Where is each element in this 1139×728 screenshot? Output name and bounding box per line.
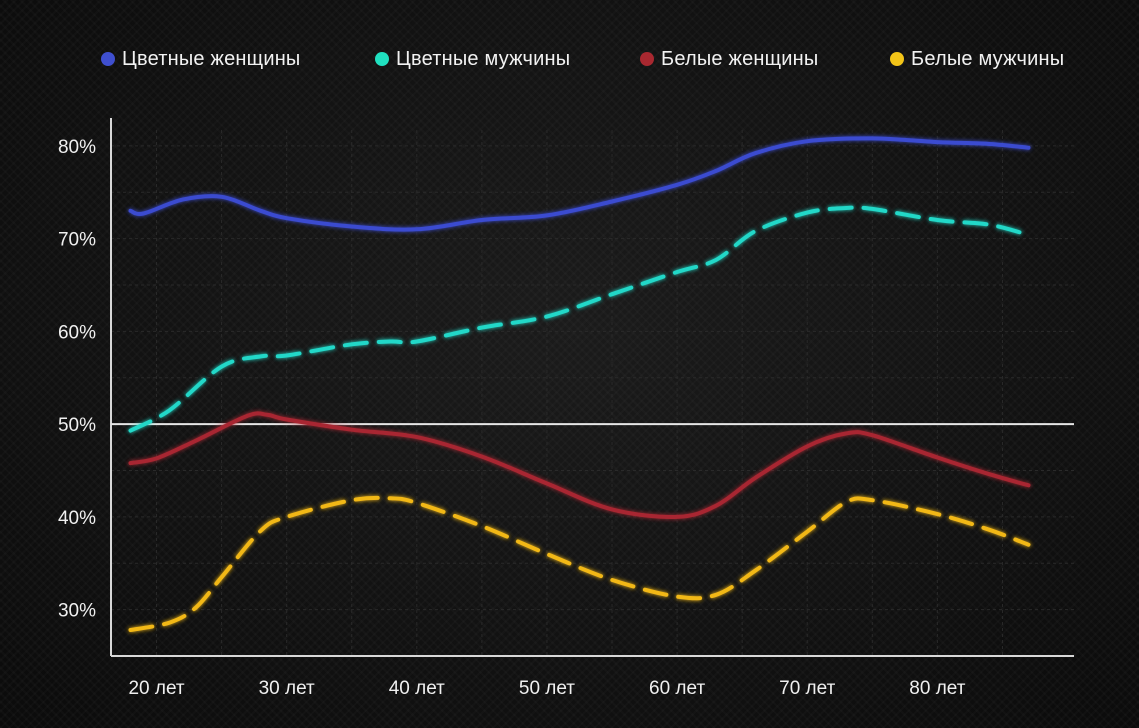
- y-tick-label: 40%: [58, 508, 96, 529]
- legend-label-colored-women: Цветные женщины: [122, 47, 301, 70]
- series-group: [128, 136, 1031, 632]
- x-tick-label: 20 лет: [128, 678, 184, 699]
- chart-legend: Цветные женщины Цветные мужчины Белые же…: [0, 44, 1139, 74]
- series-line-colored-men: [128, 205, 1031, 433]
- series-line-white-men: [128, 495, 1031, 632]
- y-tick-label: 30%: [58, 601, 96, 622]
- x-tick-label: 40 лет: [389, 678, 445, 699]
- y-tick-label: 80%: [58, 137, 96, 158]
- legend-item-colored-women[interactable]: Цветные женщины: [101, 44, 301, 74]
- legend-dot-white-men: [890, 52, 904, 66]
- series-line-colored-women: [128, 136, 1031, 232]
- legend-item-white-men[interactable]: Белые мужчины: [890, 44, 1064, 74]
- grid-lines: [111, 130, 1074, 656]
- x-tick-label: 80 лет: [909, 678, 965, 699]
- axes: [110, 118, 1074, 657]
- y-tick-label: 60%: [58, 322, 96, 343]
- x-tick-label: 50 лет: [519, 678, 575, 699]
- x-tick-label: 60 лет: [649, 678, 705, 699]
- legend-label-colored-men: Цветные мужчины: [396, 47, 571, 70]
- legend-dot-white-women: [640, 52, 654, 66]
- legend-dot-colored-men: [375, 52, 389, 66]
- y-tick-label: 70%: [58, 230, 96, 251]
- tick-labels: 30% 40% 50% 60% 70% 80% 20 лет 30 лет 40 лет 50 л…: [58, 137, 966, 699]
- legend-label-white-women: Белые женщины: [661, 47, 819, 70]
- legend-item-white-women[interactable]: Белые женщины: [640, 44, 819, 74]
- x-tick-label: 30 лет: [259, 678, 315, 699]
- x-tick-label: 70 лет: [779, 678, 835, 699]
- y-tick-label: 50%: [58, 415, 96, 436]
- legend-item-colored-men[interactable]: Цветные мужчины: [375, 44, 570, 74]
- series-line-white-women: [128, 411, 1031, 519]
- legend-label-white-men: Белые мужчины: [911, 47, 1065, 70]
- legend-dot-colored-women: [101, 52, 115, 66]
